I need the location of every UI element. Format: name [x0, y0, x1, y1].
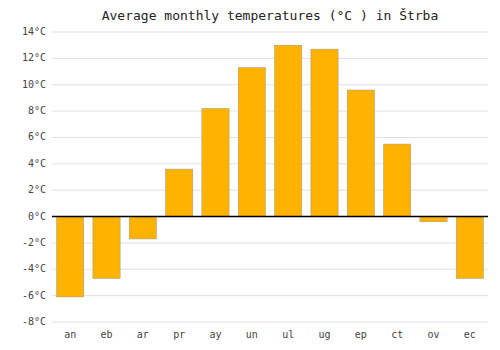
bar [384, 144, 411, 217]
title: Average monthly temperatures (°C ) in Št… [102, 8, 439, 23]
bar [93, 217, 120, 279]
y-tick-label: 4°C [28, 158, 46, 169]
x-tick-label: ay [209, 329, 221, 340]
y-tick-label: 14°C [22, 26, 46, 37]
bar [275, 45, 302, 216]
grid-line [52, 322, 488, 323]
bar [129, 217, 156, 239]
x-tick-label: pr [173, 329, 185, 340]
x-tick-label: ul [282, 329, 294, 340]
bar [57, 217, 84, 297]
grid-line [52, 32, 488, 33]
grid-line [52, 58, 488, 59]
x-tick-label: un [246, 329, 258, 340]
bars [57, 45, 484, 297]
bar [311, 49, 338, 216]
page: {"chart_data": {"type": "bar", "title": … [0, 0, 500, 350]
grid-line [52, 190, 488, 191]
bar [238, 68, 265, 217]
x-tick-label: an [64, 329, 76, 340]
zero-line [52, 216, 488, 218]
y-tick-label: -2°C [22, 237, 46, 248]
chart: -8°C -6°C -4°C -2°C 0°C 2°C 4°C 6°C 8°C 10°C 12°C 1… [0, 0, 500, 350]
grid-line [52, 216, 488, 217]
y-tick-label: 12°C [22, 52, 46, 63]
y-axis: -8°C -6°C -4°C -2°C 0°C 2°C 4°C 6°C 8°C 10°C 12°C 1… [22, 26, 46, 327]
grid-line [52, 111, 488, 112]
grid-line [52, 137, 488, 138]
y-tick-label: -8°C [22, 316, 46, 327]
x-tick-label: ov [427, 329, 439, 340]
bar [166, 169, 193, 216]
y-tick-label: 6°C [28, 131, 46, 142]
x-tick-label: ep [355, 329, 367, 340]
bar [456, 217, 483, 279]
x-tick-label: ct [391, 329, 403, 340]
grid-line [52, 84, 488, 85]
x-tick-label: ar [137, 329, 149, 340]
y-tick-label: 10°C [22, 79, 46, 90]
y-tick-label: 0°C [28, 211, 46, 222]
bar [202, 108, 229, 216]
grid-line [52, 163, 488, 164]
bar [347, 90, 374, 217]
y-tick-label: -6°C [22, 290, 46, 301]
x-tick-label: eb [100, 329, 112, 340]
grid-line [52, 295, 488, 296]
grid [52, 32, 488, 322]
y-tick-label: -4°C [22, 263, 46, 274]
y-tick-label: 8°C [28, 105, 46, 116]
x-tick-label: ug [318, 329, 330, 340]
x-axis: an eb ar pr ay un ul ug ep ct ov ec [64, 329, 476, 340]
y-tick-label: 2°C [28, 184, 46, 195]
x-tick-label: ec [464, 329, 476, 340]
